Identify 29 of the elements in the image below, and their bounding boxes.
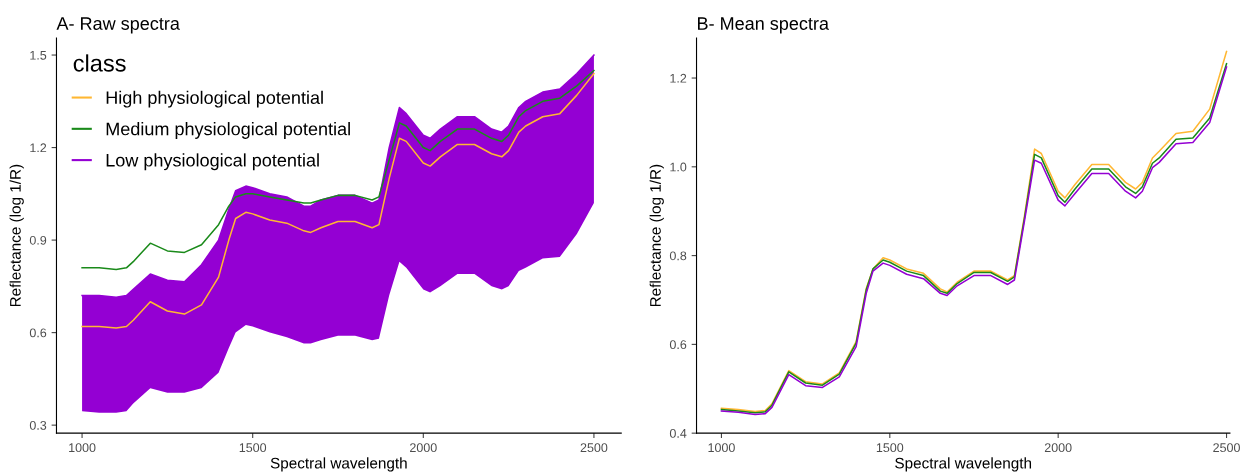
legend-label: High physiological potential — [106, 90, 323, 108]
x-tick-label: 1500 — [876, 443, 904, 453]
x-tick-label: 1000 — [708, 443, 735, 453]
legend-label: Low physiological potential — [106, 153, 319, 171]
x-tick-label: 2000 — [410, 443, 437, 453]
chart-title: B- Mean spectra — [698, 17, 829, 34]
x-tick-label: 2500 — [1213, 443, 1240, 453]
x-tick-label: 1000 — [69, 443, 96, 453]
y-tick-label: 1.5 — [30, 50, 47, 60]
y-axis-title: Reflectance (log 1/R) — [649, 164, 664, 307]
y-tick-label: 1.2 — [670, 73, 687, 83]
y-tick-label: 0.4 — [669, 428, 687, 438]
y-tick-label: 1.0 — [670, 162, 687, 172]
y-tick-label: 0.6 — [669, 340, 687, 350]
y-tick-label: 0.9 — [29, 235, 47, 245]
x-tick-label: 1500 — [239, 443, 267, 453]
y-tick-label: 1.2 — [30, 143, 47, 153]
y-tick-label: 0.3 — [29, 420, 47, 430]
legend-title: class — [73, 54, 126, 72]
x-axis-title: Spectral wavelength — [270, 457, 407, 472]
legend-label: Medium physiological potential — [106, 122, 350, 139]
y-tick-label: 0.8 — [669, 251, 687, 261]
x-tick-label: 2000 — [1044, 443, 1072, 453]
chart-title: A- Raw spectra — [56, 17, 180, 34]
x-tick-label: 2500 — [580, 443, 608, 453]
x-axis-title: Spectral wavelength — [895, 457, 1032, 472]
line-series — [81, 72, 595, 329]
y-axis-title: Reflectance (log 1/R) — [9, 164, 24, 307]
y-tick-label: 0.6 — [29, 328, 47, 338]
